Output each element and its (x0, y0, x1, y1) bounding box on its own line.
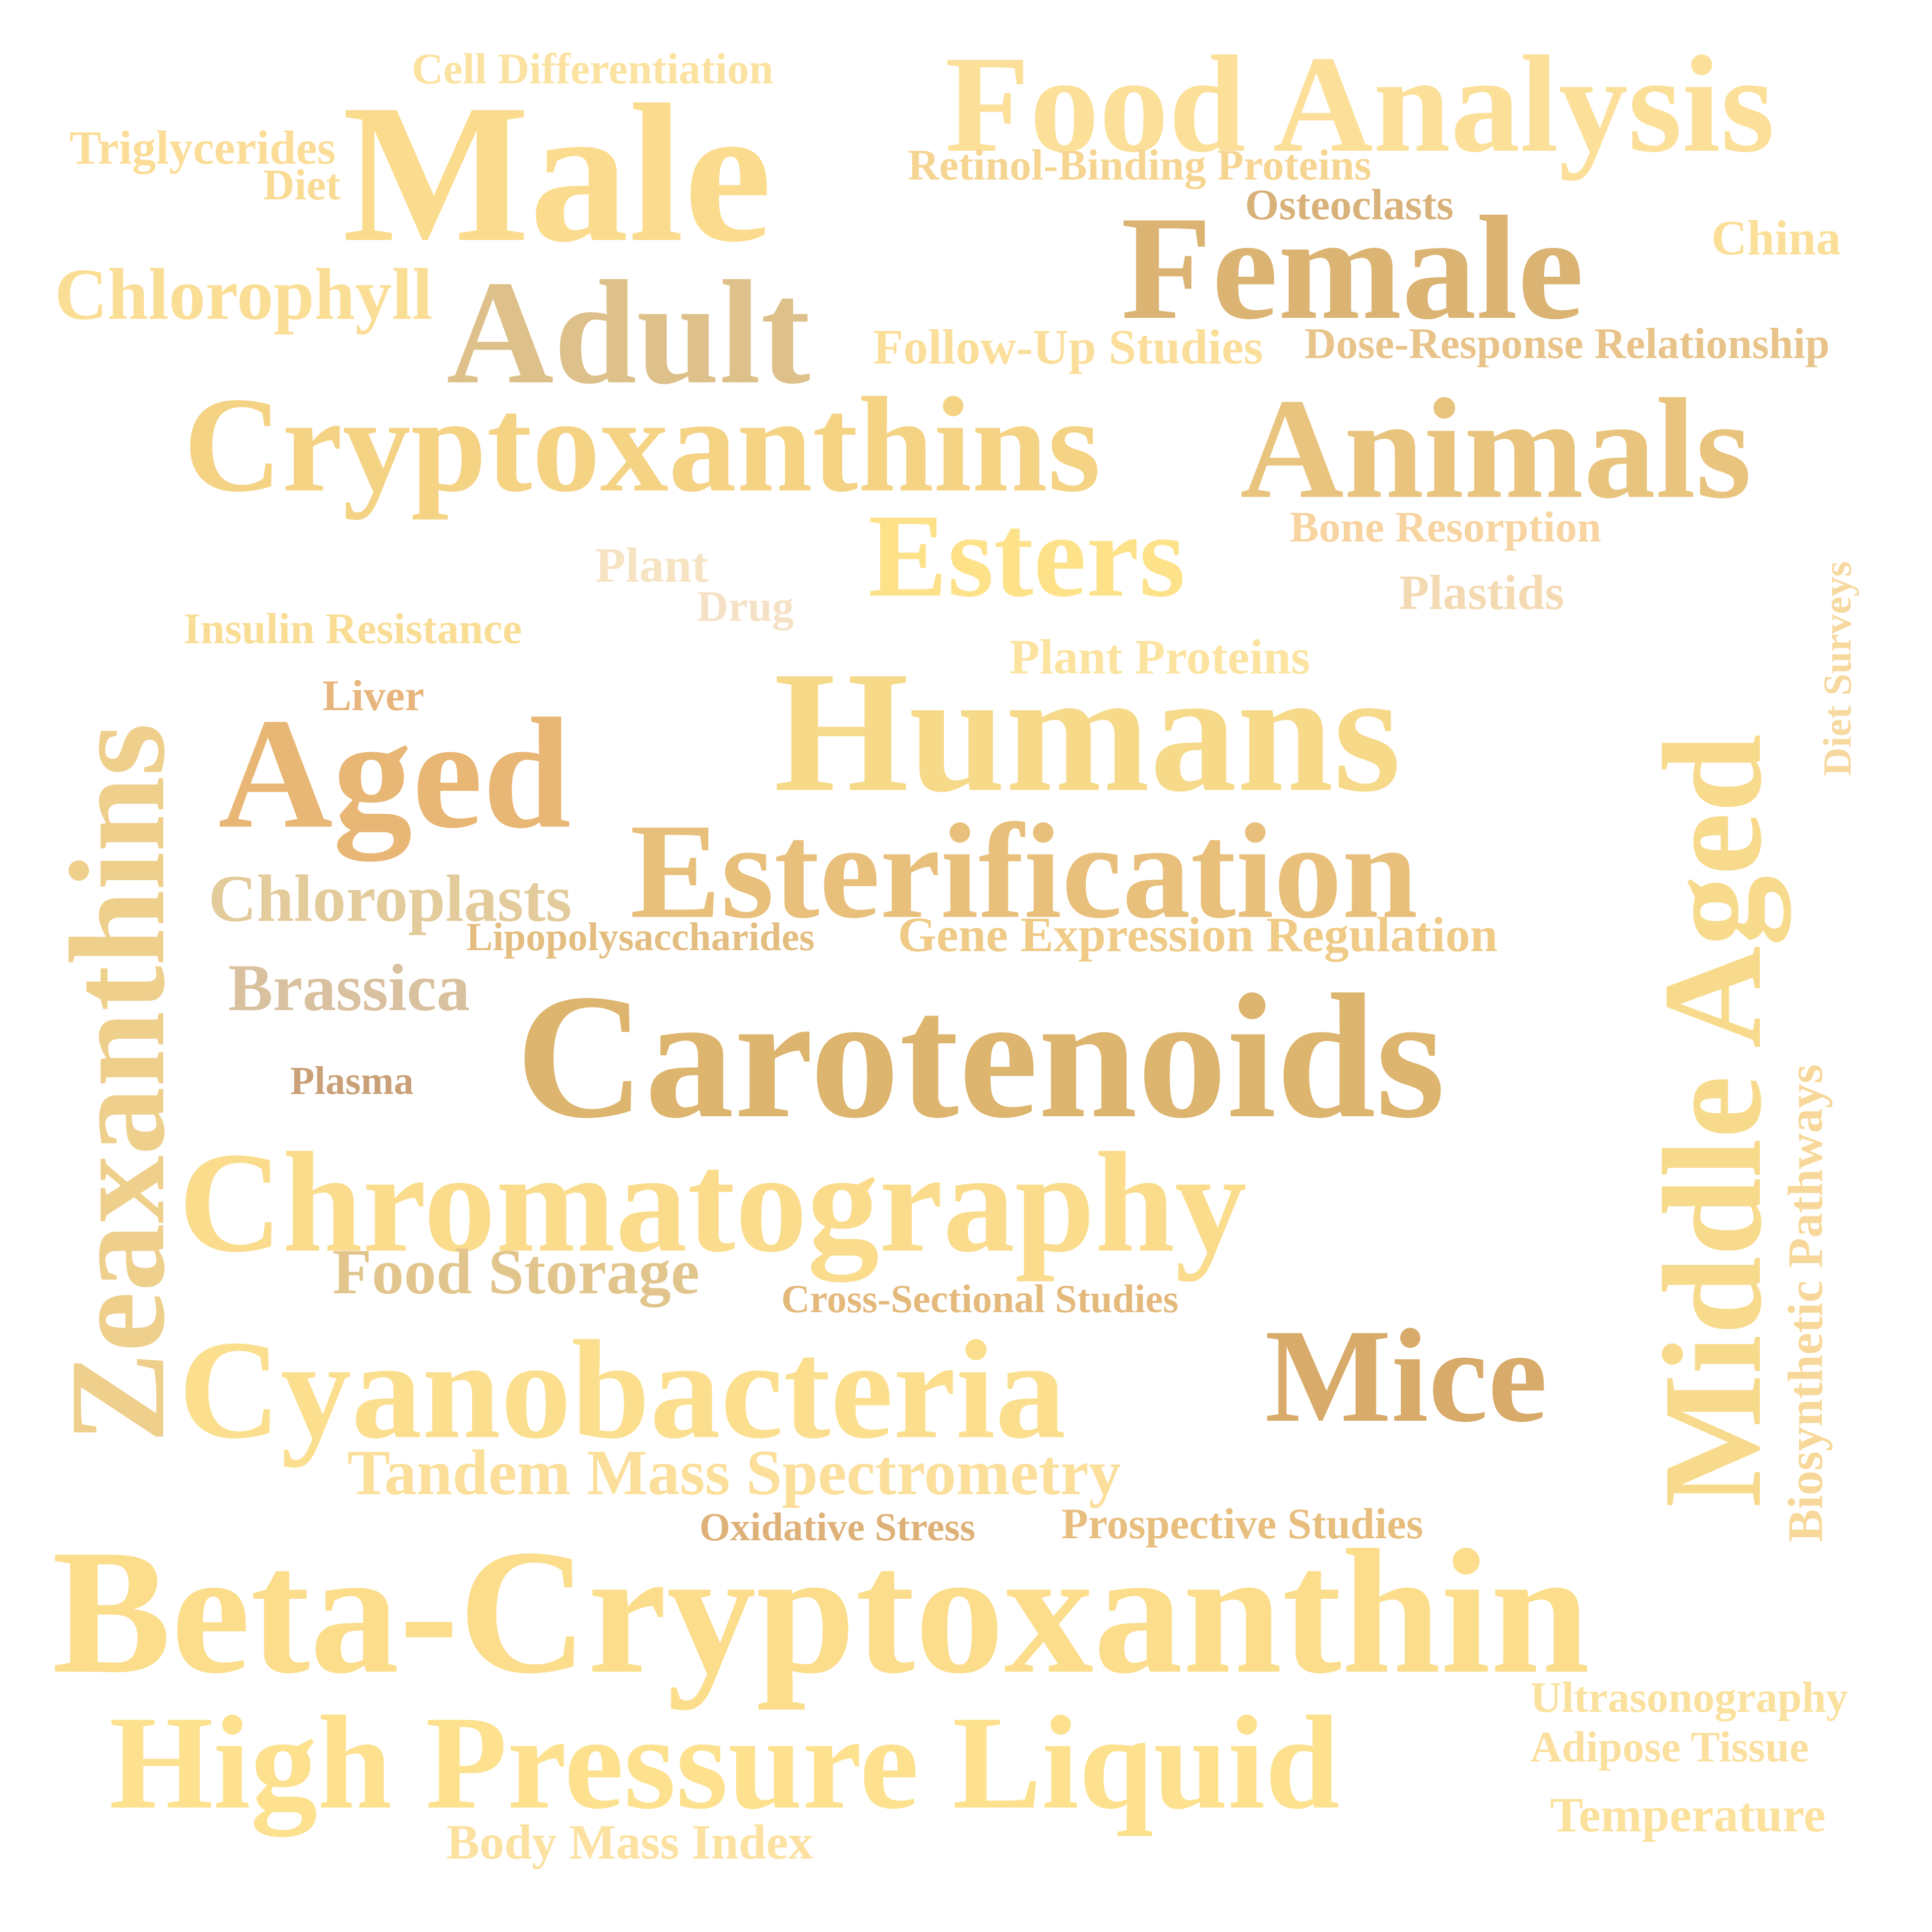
word-female: Female (1121, 185, 1584, 350)
word-insulin-resistance: Insulin Resistance (184, 605, 522, 653)
word-adult: Adult (446, 250, 810, 415)
word-follow-up-studies: Follow-Up Studies (873, 319, 1263, 374)
word-diet-surveys: Diet Surveys (1816, 561, 1860, 776)
word-plant: Plant (595, 538, 708, 593)
word-prospective-studies: Prospective Studies (1061, 1500, 1424, 1548)
word-cryptoxanthins: Cryptoxanthins (184, 369, 1101, 520)
word-plasma: Plasma (290, 1059, 414, 1103)
word-plastids: Plastids (1399, 565, 1564, 620)
word-tandem-mass-spectrometry: Tandem Mass Spectrometry (347, 1437, 1121, 1509)
word-animals: Animals (1240, 369, 1752, 528)
word-temperature: Temperature (1550, 1787, 1826, 1842)
word-chloroplasts: Chloroplasts (208, 862, 572, 936)
word-bone-resorption: Bone Resorption (1290, 503, 1602, 551)
word-male: Male (342, 63, 772, 283)
word-china: China (1711, 210, 1841, 265)
word-adipose-tissue: Adipose Tissue (1530, 1723, 1809, 1771)
word-food-storage: Food Storage (332, 1236, 700, 1308)
word-lipopolysaccharides: Lipopolysaccharides (466, 915, 815, 959)
word-ultrasonography: Ultrasonography (1530, 1674, 1848, 1722)
word-gene-expression-regulation: Gene Expression Regulation (898, 907, 1498, 962)
word-dose-response-relationship: Dose-Response Relationship (1305, 320, 1830, 368)
word-food-analysis: Food Analysis (945, 27, 1775, 181)
word-chromatography: Chromatography (179, 1123, 1247, 1282)
word-zeaxanthins: Zeaxanthins (42, 723, 193, 1443)
word-cyanobacteria: Cyanobacteria (179, 1311, 1066, 1468)
word-oxidative-stress: Oxidative Stress (699, 1506, 976, 1549)
word-drug: Drug (697, 583, 794, 631)
word-high-pressure-liquid: High Pressure Liquid (109, 1689, 1340, 1837)
word-cross-sectional-studies: Cross-Sectional Studies (781, 1277, 1179, 1321)
word-brassica: Brassica (228, 951, 470, 1025)
word-diet: Diet (263, 161, 341, 209)
word-esterification: Esterification (630, 796, 1418, 947)
word-middle-aged: Middle Aged (1634, 734, 1791, 1508)
word-esters: Esters (868, 489, 1185, 621)
word-mice: Mice (1265, 1302, 1548, 1450)
word-triglycerides: Triglycerides (69, 121, 336, 174)
word-beta-cryptoxanthin: Beta-Cryptoxanthin (52, 1512, 1590, 1710)
word-biosynthetic-pathways: Biosynthetic Pathways (1778, 1064, 1833, 1542)
word-retinol-binding-proteins: Retinol-Binding Proteins (908, 141, 1371, 189)
word-osteoclasts: Osteoclasts (1245, 181, 1454, 229)
word-aged: Aged (218, 686, 571, 861)
word-cell-differentiation: Cell Differentiation (412, 45, 774, 93)
word-plant-proteins: Plant Proteins (1009, 629, 1310, 684)
word-chlorophyll: Chlorophyll (55, 254, 433, 335)
word-carotenoids: Carotenoids (516, 957, 1445, 1155)
word-liver: Liver (322, 672, 425, 720)
word-body-mass-index: Body Mass Index (446, 1814, 813, 1870)
word-humans: Humans (774, 635, 1401, 828)
